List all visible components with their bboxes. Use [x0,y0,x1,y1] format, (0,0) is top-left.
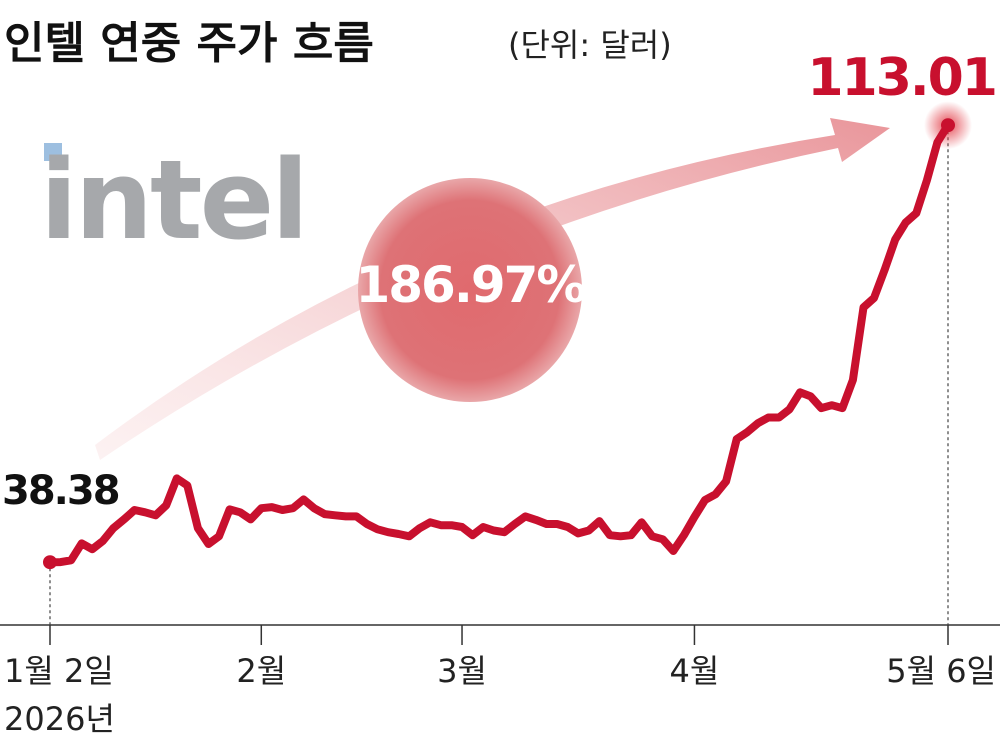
change-label: 186.97% [355,256,585,314]
x-tick-label: 4월 [670,652,720,690]
chart-subtitle: (단위: 달러) [508,26,672,64]
start-value-label: 38.38 [2,468,119,514]
x-tick-label: 1월 2일 [4,652,114,690]
trend-arrow [95,118,890,460]
x-tick-label: 3월 [437,652,487,690]
end-point [43,555,57,570]
chart-title: 인텔 연중 주가 흐름 [4,18,374,69]
change-bubble [358,178,582,402]
logo: intel [40,136,306,264]
year-label: 2026년 [4,700,115,738]
end-value-label: 113.01 [807,48,996,108]
price-line [46,121,952,567]
x-tick-label: 5월 6일 [886,652,996,690]
end-point [941,118,955,133]
logo-mark [44,143,62,161]
x-tick-label: 2월 [236,652,286,690]
